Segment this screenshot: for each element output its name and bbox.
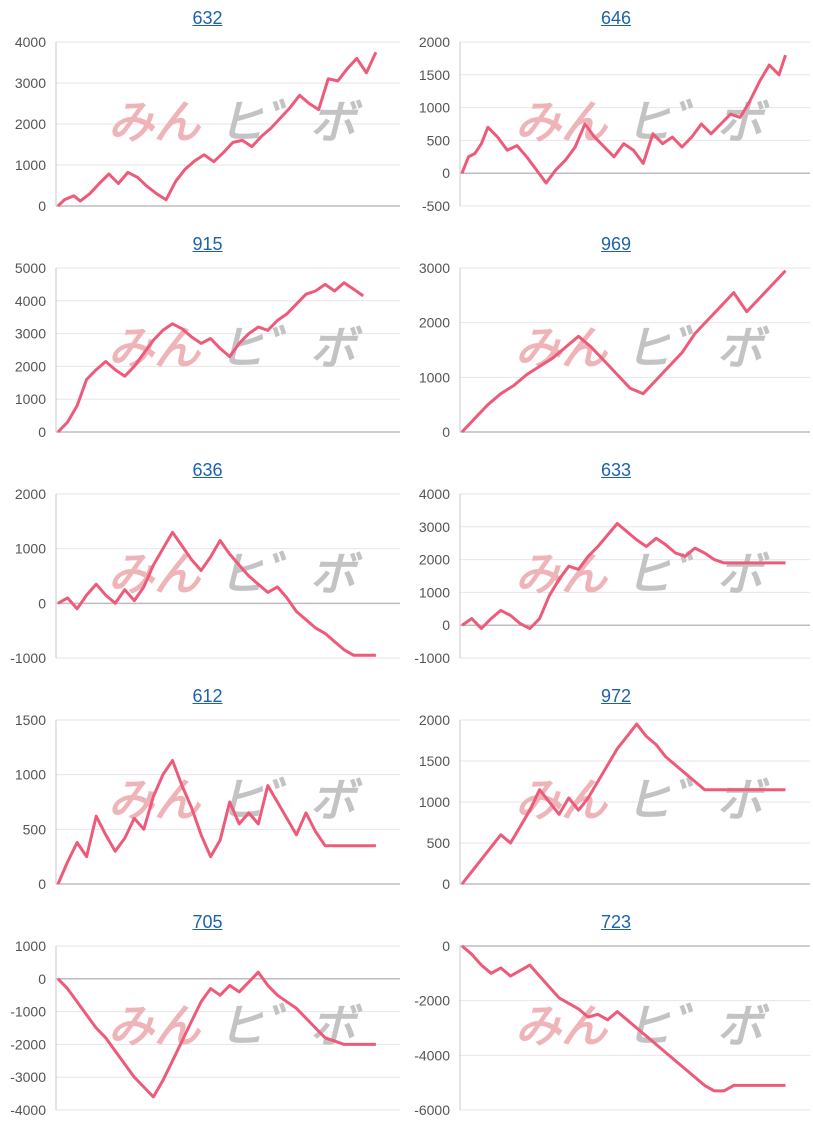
y-tick-label: 500: [427, 835, 451, 851]
watermark-logo: みん ヒ゛ボ: [108, 547, 363, 601]
y-tick-label: 1000: [15, 938, 46, 954]
y-tick-label: 2000: [15, 486, 46, 502]
y-tick-label: 1000: [419, 100, 450, 116]
y-tick-label: 1500: [15, 712, 46, 728]
chart-title-link[interactable]: 723: [406, 912, 813, 933]
chart-panel-632: 4000 3000 2000 1000 0 みん ヒ゛ボ 632: [0, 0, 406, 226]
y-tick-label: 0: [442, 617, 450, 633]
chart-svg: 4000 3000 2000 1000 0 -1000 みん ヒ゛ボ: [406, 452, 812, 678]
svg-text:ヒ゛ボ: ヒ゛ボ: [218, 547, 363, 601]
y-tick-label: -3000: [10, 1069, 46, 1085]
y-tick-label: 0: [38, 424, 46, 440]
chart-panel-633: 4000 3000 2000 1000 0 -1000 みん ヒ゛ボ 633: [406, 452, 812, 678]
svg-text:みん: みん: [515, 773, 609, 827]
svg-text:ヒ゛ボ: ヒ゛ボ: [218, 321, 363, 375]
y-tick-label: 0: [38, 876, 46, 892]
svg-text:ヒ゛ボ: ヒ゛ボ: [218, 773, 363, 827]
chart-panel-969: 3000 2000 1000 0 みん ヒ゛ボ 969: [406, 226, 812, 452]
y-tick-label: -2000: [10, 1036, 46, 1052]
chart-panel-972: 2000 1500 1000 500 0 みん ヒ゛ボ 972: [406, 678, 812, 904]
y-tick-label: 2000: [419, 34, 450, 50]
y-tick-label: 1000: [15, 391, 46, 407]
chart-svg: 5000 4000 3000 2000 1000 0 みん ヒ゛ボ: [0, 226, 406, 452]
y-tick-label: 1500: [419, 67, 450, 83]
chart-svg: 2000 1500 1000 500 0 みん ヒ゛ボ: [406, 678, 812, 904]
watermark-logo: みん ヒ゛ボ: [515, 999, 770, 1053]
chart-title-link[interactable]: 612: [0, 686, 415, 707]
y-tick-label: 3000: [15, 326, 46, 342]
svg-text:みん: みん: [515, 321, 609, 375]
y-tick-label: 4000: [15, 34, 46, 50]
watermark-logo: みん ヒ゛ボ: [515, 95, 770, 149]
y-tick-label: 500: [427, 132, 451, 148]
y-tick-label: 1500: [419, 753, 450, 769]
y-tick-label: 3000: [15, 75, 46, 91]
svg-text:ヒ゛ボ: ヒ゛ボ: [625, 773, 770, 827]
y-tick-label: 2000: [419, 552, 450, 568]
chart-svg: 1000 0 -1000 -2000 -3000 -4000 みん ヒ゛ボ: [0, 904, 406, 1130]
y-tick-label: -2000: [414, 993, 450, 1009]
y-tick-label: 0: [442, 938, 450, 954]
y-tick-label: -6000: [414, 1102, 450, 1118]
y-tick-label: 4000: [419, 486, 450, 502]
chart-svg: 3000 2000 1000 0 みん ヒ゛ボ: [406, 226, 812, 452]
y-tick-label: 0: [38, 198, 46, 214]
y-tick-label: 0: [442, 165, 450, 181]
y-tick-label: 1000: [419, 794, 450, 810]
svg-text:ヒ゛ボ: ヒ゛ボ: [625, 999, 770, 1053]
y-tick-label: -1000: [10, 1004, 46, 1020]
y-tick-label: 1000: [15, 541, 46, 557]
chart-title-link[interactable]: 969: [406, 234, 813, 255]
watermark-logo: みん ヒ゛ボ: [515, 321, 770, 375]
chart-title-link[interactable]: 646: [406, 8, 813, 29]
y-tick-label: 3000: [419, 519, 450, 535]
chart-title-link[interactable]: 632: [0, 8, 415, 29]
y-tick-label: 1000: [15, 157, 46, 173]
y-tick-label: -4000: [414, 1047, 450, 1063]
y-tick-label: -4000: [10, 1102, 46, 1118]
y-tick-label: 3000: [419, 260, 450, 276]
chart-panel-915: 5000 4000 3000 2000 1000 0 みん ヒ゛ボ 915: [0, 226, 406, 452]
chart-panel-646: 2000 1500 1000 500 0 -500 みん ヒ゛ボ 646: [406, 0, 812, 226]
y-tick-label: 2000: [15, 358, 46, 374]
watermark-logo: みん ヒ゛ボ: [515, 773, 770, 827]
chart-svg: 1500 1000 500 0 みん ヒ゛ボ: [0, 678, 406, 904]
chart-title-link[interactable]: 915: [0, 234, 415, 255]
chart-panel-612: 1500 1000 500 0 みん ヒ゛ボ 612: [0, 678, 406, 904]
chart-svg: 0 -2000 -4000 -6000 みん ヒ゛ボ: [406, 904, 812, 1130]
y-tick-label: 5000: [15, 260, 46, 276]
chart-panel-723: 0 -2000 -4000 -6000 みん ヒ゛ボ 723: [406, 904, 812, 1130]
svg-text:みん: みん: [515, 95, 609, 149]
y-tick-label: 2000: [419, 315, 450, 331]
y-tick-label: -1000: [414, 650, 450, 666]
y-tick-label: 2000: [419, 712, 450, 728]
y-tick-label: 1000: [419, 584, 450, 600]
chart-panel-705: 1000 0 -1000 -2000 -3000 -4000 みん ヒ゛ボ 705: [0, 904, 406, 1130]
watermark-logo: みん ヒ゛ボ: [108, 999, 363, 1053]
chart-svg: 2000 1000 0 -1000 みん ヒ゛ボ: [0, 452, 406, 678]
y-tick-label: 1000: [15, 767, 46, 783]
svg-text:ヒ゛ボ: ヒ゛ボ: [625, 547, 770, 601]
y-tick-label: 500: [23, 821, 47, 837]
y-tick-label: 1000: [419, 369, 450, 385]
y-tick-label: -500: [422, 198, 450, 214]
svg-text:みん: みん: [515, 999, 609, 1053]
y-tick-label: 4000: [15, 293, 46, 309]
chart-title-link[interactable]: 972: [406, 686, 813, 707]
chart-title-link[interactable]: 705: [0, 912, 415, 933]
y-tick-label: 0: [442, 424, 450, 440]
y-tick-label: 2000: [15, 116, 46, 132]
y-tick-label: 0: [38, 971, 46, 987]
y-tick-label: -1000: [10, 650, 46, 666]
chart-title-link[interactable]: 633: [406, 460, 813, 481]
chart-panel-636: 2000 1000 0 -1000 みん ヒ゛ボ 636: [0, 452, 406, 678]
svg-text:みん: みん: [108, 321, 202, 375]
chart-svg: 40003000200010000みん ヒ゛ボ: [0, 0, 406, 226]
svg-text:みん: みん: [108, 95, 202, 149]
chart-title-link[interactable]: 636: [0, 460, 415, 481]
y-tick-label: 0: [442, 876, 450, 892]
watermark-logo: みん ヒ゛ボ: [515, 547, 770, 601]
chart-svg: 2000 1500 1000 500 0 -500 みん ヒ゛ボ: [406, 0, 812, 226]
y-tick-label: 0: [38, 595, 46, 611]
